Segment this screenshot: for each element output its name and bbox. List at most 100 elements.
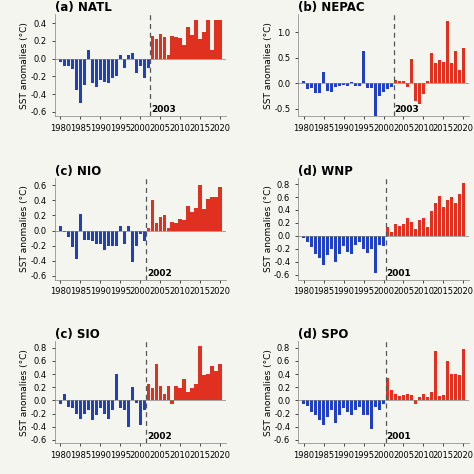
Bar — [374, 83, 377, 116]
Bar — [374, 236, 377, 273]
Bar — [182, 379, 186, 401]
Bar — [370, 236, 373, 249]
Bar — [166, 228, 170, 230]
Bar — [418, 219, 421, 236]
Bar — [462, 183, 465, 236]
Bar — [382, 83, 385, 92]
Bar — [171, 221, 173, 230]
Bar — [166, 386, 170, 401]
Bar — [422, 218, 425, 236]
Y-axis label: SST anomalies (°C): SST anomalies (°C) — [264, 349, 273, 436]
Bar — [174, 37, 178, 59]
Bar — [458, 71, 461, 83]
Bar — [75, 230, 78, 259]
Bar — [67, 59, 70, 66]
Bar — [127, 55, 130, 59]
Bar — [438, 60, 441, 83]
Bar — [314, 236, 318, 254]
Bar — [366, 83, 369, 88]
Bar — [446, 21, 449, 83]
Bar — [310, 401, 313, 412]
Y-axis label: SST anomalies (°C): SST anomalies (°C) — [264, 185, 273, 272]
Bar — [318, 236, 321, 258]
Bar — [107, 59, 110, 83]
Bar — [219, 187, 221, 230]
Bar — [326, 401, 329, 417]
Bar — [95, 401, 98, 415]
Bar — [118, 226, 122, 230]
Bar — [59, 59, 62, 62]
Bar — [111, 59, 114, 78]
Bar — [442, 62, 445, 83]
Bar — [186, 27, 190, 59]
Bar — [414, 401, 417, 404]
Bar — [350, 82, 353, 83]
Bar — [402, 395, 405, 401]
Bar — [338, 401, 341, 415]
Bar — [163, 216, 166, 230]
Text: 2002: 2002 — [147, 269, 172, 278]
Bar — [166, 55, 170, 59]
Bar — [434, 203, 437, 236]
Bar — [366, 401, 369, 415]
Bar — [302, 236, 305, 238]
Bar — [174, 386, 178, 401]
Bar — [318, 83, 321, 93]
Bar — [75, 59, 78, 90]
Bar — [358, 401, 361, 407]
Bar — [330, 83, 333, 92]
Bar — [158, 386, 162, 401]
Bar — [146, 384, 150, 401]
Bar — [314, 83, 318, 93]
Bar — [163, 37, 166, 59]
Bar — [206, 199, 210, 230]
Bar — [107, 230, 110, 246]
Bar — [107, 401, 110, 419]
Text: (a) NATL: (a) NATL — [55, 1, 111, 14]
Bar — [210, 366, 214, 401]
Bar — [462, 349, 465, 401]
Bar — [127, 401, 130, 427]
Text: (c) SIO: (c) SIO — [55, 328, 99, 341]
Bar — [174, 223, 178, 230]
Bar — [450, 197, 453, 236]
Bar — [95, 59, 98, 87]
Bar — [394, 394, 397, 401]
Bar — [59, 401, 62, 404]
Bar — [219, 19, 221, 59]
Bar — [390, 391, 393, 401]
Bar — [111, 401, 114, 410]
Bar — [191, 212, 193, 230]
Bar — [214, 371, 218, 401]
Bar — [462, 48, 465, 83]
Bar — [334, 83, 337, 87]
Bar — [115, 230, 118, 246]
Bar — [374, 401, 377, 407]
Bar — [99, 59, 102, 80]
Bar — [406, 394, 409, 401]
Bar — [171, 401, 173, 404]
Bar — [143, 59, 146, 78]
Bar — [131, 53, 134, 59]
Bar — [182, 46, 186, 59]
Bar — [426, 81, 429, 83]
Bar — [354, 401, 357, 410]
Bar — [143, 230, 146, 241]
Bar — [158, 217, 162, 230]
Bar — [346, 83, 349, 86]
Bar — [334, 401, 337, 423]
Bar — [418, 397, 421, 401]
Bar — [402, 224, 405, 236]
Bar — [151, 36, 154, 59]
Bar — [454, 374, 457, 401]
Bar — [103, 401, 106, 413]
Bar — [402, 81, 405, 83]
Bar — [210, 197, 214, 230]
Bar — [135, 401, 138, 403]
Bar — [322, 236, 325, 265]
Bar — [179, 219, 182, 230]
Bar — [318, 401, 321, 420]
Bar — [206, 20, 210, 59]
Bar — [438, 396, 441, 401]
Bar — [410, 395, 413, 401]
